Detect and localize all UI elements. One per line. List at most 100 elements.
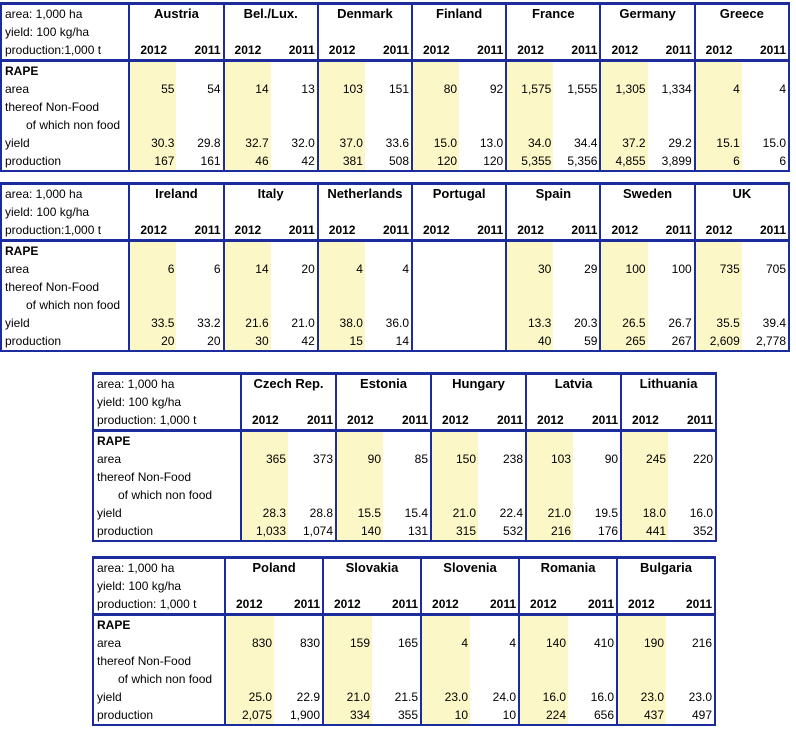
nonfood-2012-cell [222,98,271,116]
year-2011-header: 2011 [568,595,618,616]
ofwhich-2012-cell [693,296,742,314]
area-2011-cell: 373 [312,452,334,466]
ofwhich-2011-cell [470,670,519,688]
area-2012-cell: 4 [316,260,365,278]
yield-2012-cell: 30.3 [128,134,177,152]
nonfood-2012-cell [620,468,669,486]
crop-2011-cell [553,59,601,80]
row-label-production: production [92,522,241,542]
area-2012-cell: 80 [410,80,460,98]
year-2012-header: 2012 [128,41,177,62]
production-unit-label: production: 1,000 t [92,595,225,616]
production-2012-cell: 15 [316,332,365,352]
row-label-ofwhich: of which non food [0,116,130,134]
yield-2012-cell: 18.0 [620,504,669,522]
nonfood-2011-cell [271,98,318,116]
row-nonfood: thereof Non-Food [92,468,718,486]
nonfood-2012-cell [693,278,742,296]
yield-2012-cell: 37.0 [316,134,365,152]
nonfood-2011-cell [568,652,617,670]
production-2011-cell: 131 [383,522,432,542]
production-2011-cell: 355 [372,706,422,726]
ofwhich-2012-cell [620,486,669,504]
crop-2012-cell [222,239,271,260]
production-2012-cell: 5,355 [505,152,554,172]
country-name: Czech Rep. [239,372,337,393]
row-label-nonfood: thereof Non-Food [92,652,225,670]
nonfood-2012-cell [410,278,460,296]
ofwhich-2011-cell [176,116,223,134]
header-blank-cell [505,203,601,221]
production-2011-cell: 508 [364,152,412,172]
ofwhich-2011-cell [274,670,323,688]
year-2012-header: 2012 [222,221,271,242]
area-2011-cell: 20 [301,262,315,276]
production-2011-cell: 656 [568,706,618,726]
header-row-yield: yield: 100 kg/ha [0,203,791,221]
rape-table-east-2: area: 1,000 ha Poland Slovakia Slovenia Roma… [92,556,717,726]
header-blank-cell [420,577,520,595]
crop-2012-cell [616,613,667,634]
year-2012-header: 2012 [224,595,274,616]
nonfood-2011-cell [648,278,695,296]
ofwhich-2011-cell [288,486,336,504]
yield-2011-cell: 28.8 [309,506,334,520]
area-2011-cell: 13 [301,82,315,96]
nonfood-2011-cell [288,468,336,486]
yield-2011-cell: 33.2 [197,316,221,330]
area-2011-cell: 238 [503,452,524,466]
row-yield: yield 33.5 33.2 21.6 21.0 38.0 36.0 13.3 20.3 26.… [0,314,791,332]
year-2012-header: 2012 [518,595,569,616]
header-blank-cell [239,393,337,411]
area-2011-cell: 216 [666,634,717,652]
ofwhich-2011-cell [459,296,506,314]
row-label-crop: RAPE [0,59,130,80]
production-2011-cell: 161 [176,152,224,172]
country-name: Sweden [599,182,695,203]
yield-2012-cell: 26.5 [599,314,648,332]
year-2011-header: 2011 [364,41,412,62]
crop-2012-cell [222,59,271,80]
yield-2011-cell: 16.0 [668,504,718,522]
row-label-production: production [0,152,130,172]
crop-2011-cell [459,239,507,260]
header-blank-cell [518,577,618,595]
nonfood-2011-cell [459,278,506,296]
production-2011-cell: 42 [270,152,318,172]
ofwhich-2012-cell [420,670,471,688]
area-2012-cell: 159 [322,634,372,652]
header-blank-cell [128,203,224,221]
crop-2011-cell [176,239,224,260]
row-label-nonfood: thereof Non-Food [92,468,241,486]
nonfood-2012-cell [335,468,384,486]
nonfood-2011-cell [573,468,621,486]
yield-2012-cell: 21.0 [322,688,372,706]
yield-2012-cell: 32.7 [222,134,271,152]
yield-unit-label: yield: 100 kg/ha [92,577,225,595]
crop-2011-cell [741,59,791,80]
year-2012-header: 2012 [616,595,667,616]
area-2011-cell: 705 [741,260,791,278]
production-2012-cell: 441 [620,522,669,542]
production-2011-cell: 532 [478,522,527,542]
ofwhich-2012-cell [599,116,648,134]
row-nonfood: thereof Non-Food [0,278,791,296]
row-label-nonfood: thereof Non-Food [0,98,130,116]
yield-2012-cell: 16.0 [518,688,569,706]
year-2012-header: 2012 [693,41,742,62]
country-name: Hungary [430,372,527,393]
ofwhich-2011-cell [271,116,318,134]
ofwhich-2011-cell [271,296,318,314]
nonfood-2011-cell [274,652,323,670]
nonfood-2011-cell [365,278,412,296]
production-2012-cell: 6 [693,152,742,172]
yield-2011-cell: 16.0 [590,690,615,704]
area-unit-label: area: 1,000 ha [92,372,241,393]
nonfood-2012-cell [505,98,554,116]
nonfood-2012-cell [420,652,471,670]
production-2011-cell: 176 [573,522,622,542]
header-blank-cell [222,203,318,221]
yield-2012-cell: 28.3 [240,504,288,522]
year-2011-header: 2011 [741,41,791,62]
header-blank-cell [335,393,432,411]
